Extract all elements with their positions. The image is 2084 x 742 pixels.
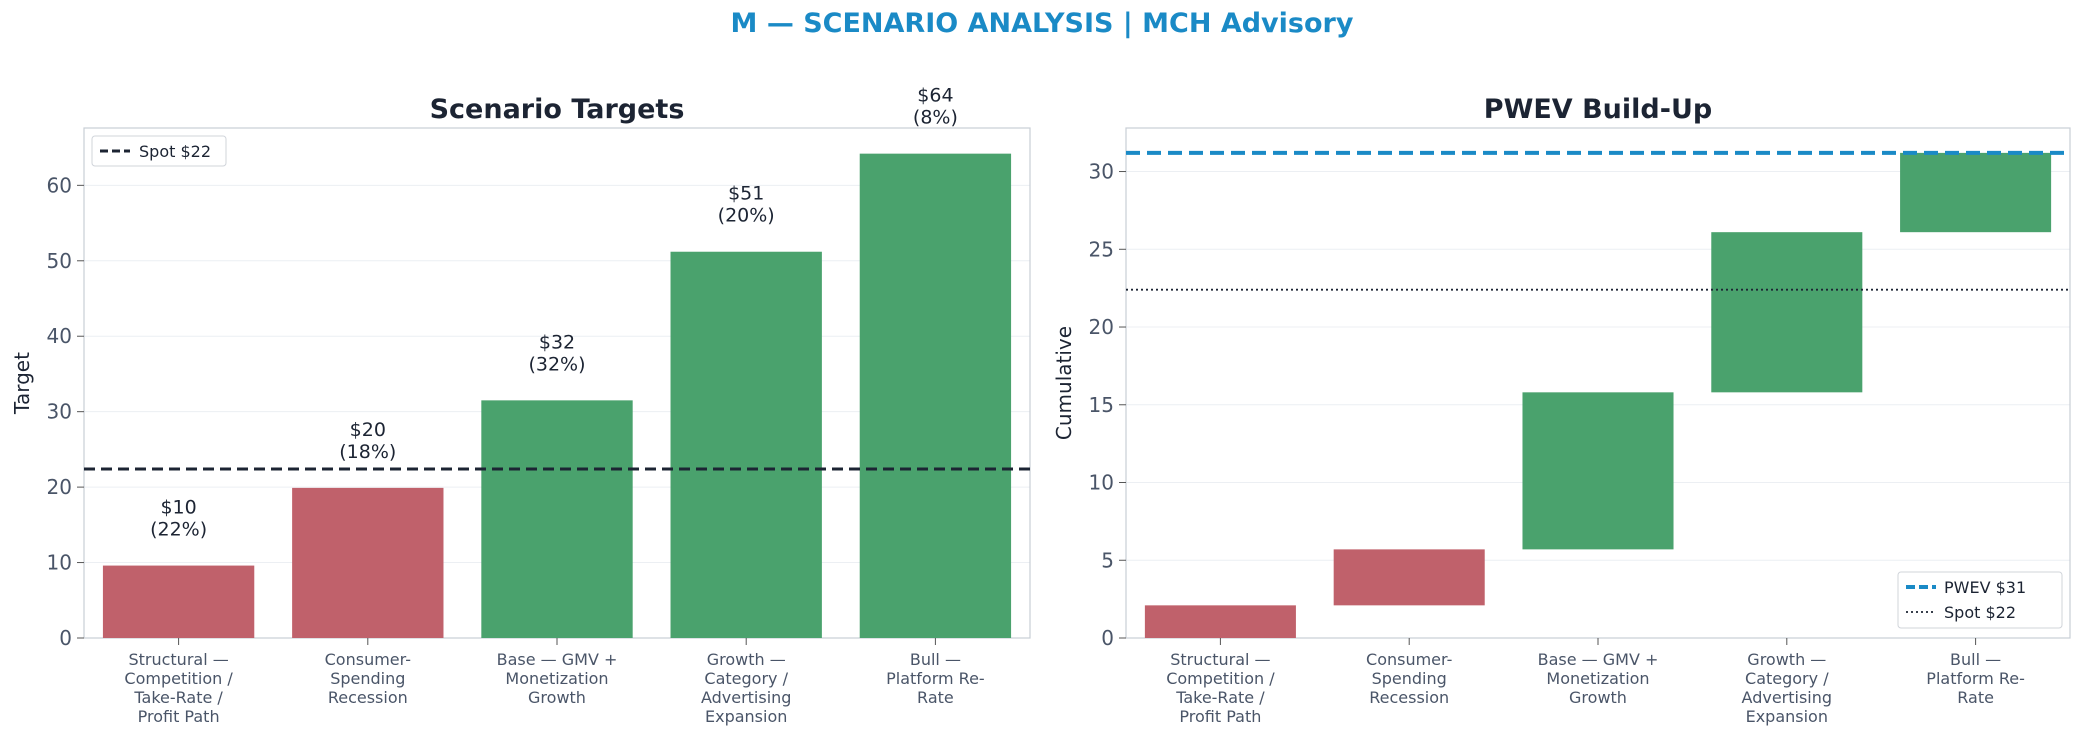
y-axis-label: Target [10, 352, 34, 415]
scenario-targets-chart: 0 10 20 30 40 50 60 Structural — Competition / Ta… [10, 85, 1031, 726]
bar [102, 565, 255, 638]
bar-value-label: $10 (22%) [150, 497, 207, 541]
waterfall-bar [1522, 392, 1674, 550]
y-tick-label: 50 [47, 249, 72, 273]
waterfall-bar [1900, 152, 2052, 233]
bar [481, 400, 633, 638]
y-axis-label: Cumulative [1052, 326, 1076, 440]
y-tick-label: 30 [47, 400, 72, 424]
y-tick-label: 0 [1101, 626, 1114, 650]
x-tick-label: Consumer-Spending Recession [1366, 650, 1452, 707]
x-tick-label: Consumer-Spending Recession [325, 650, 411, 707]
waterfall-bar [1333, 549, 1485, 606]
bar [859, 153, 1012, 639]
y-tick-label: 25 [1089, 237, 1114, 261]
legend: Spot $22 [91, 135, 227, 167]
legend-label: Spot $22 [139, 142, 211, 161]
y-tick-label: 30 [1089, 160, 1114, 184]
figure-title: M — SCENARIO ANALYSIS | MCH Advisory [730, 8, 1354, 39]
legend-label: PWEV $31 [1944, 578, 2026, 597]
waterfall-bar [1144, 605, 1296, 638]
y-tick-label: 10 [47, 551, 72, 575]
bar [670, 251, 822, 638]
y-tick-label: 20 [47, 475, 72, 499]
x-tick-label: Bull — Platform Re-Rate [1926, 650, 2025, 707]
bar-value-label: $64 (8%) [913, 85, 958, 129]
legend: PWEV $31 Spot $22 [1897, 571, 2063, 629]
chart-title: Scenario Targets [430, 94, 685, 125]
legend-label: Spot $22 [1944, 603, 2016, 622]
x-tick-label: Base — GMV + Monetization Growth [1538, 650, 1659, 707]
bar-value-label: $51 (20%) [718, 183, 775, 227]
x-tick-label: Bull — Platform Re-Rate [886, 650, 985, 707]
x-tick-label: Structural — Competition / Take-Rate / Prof… [1166, 650, 1275, 726]
bar-value-label: $20 (18%) [339, 419, 396, 463]
y-tick-label: 10 [1089, 471, 1114, 495]
chart-title: PWEV Build-Up [1484, 94, 1712, 125]
y-tick-label: 0 [59, 626, 72, 650]
x-tick-label: Growth — Category / Advertising Expansion [701, 650, 792, 726]
bar [292, 487, 444, 638]
x-tick-label: Structural — Competition / Take-Rate / Prof… [124, 650, 233, 726]
waterfall-bar [1711, 232, 1863, 393]
y-tick-label: 20 [1089, 315, 1114, 339]
y-tick-label: 60 [47, 173, 72, 197]
y-tick-label: 15 [1089, 393, 1114, 417]
y-tick-label: 5 [1101, 548, 1114, 572]
legend-box [1897, 571, 2063, 629]
legend-box [91, 135, 227, 167]
x-tick-label: Growth — Category / Advertising Expansion [1742, 650, 1833, 726]
x-tick-label: Base — GMV + Monetization Growth [497, 650, 618, 707]
pwev-buildup-chart: 0 5 10 15 20 25 30 Structural — Competition / Tak… [1052, 94, 2071, 726]
bar-value-label: $32 (32%) [528, 331, 585, 375]
y-tick-label: 40 [47, 324, 72, 348]
